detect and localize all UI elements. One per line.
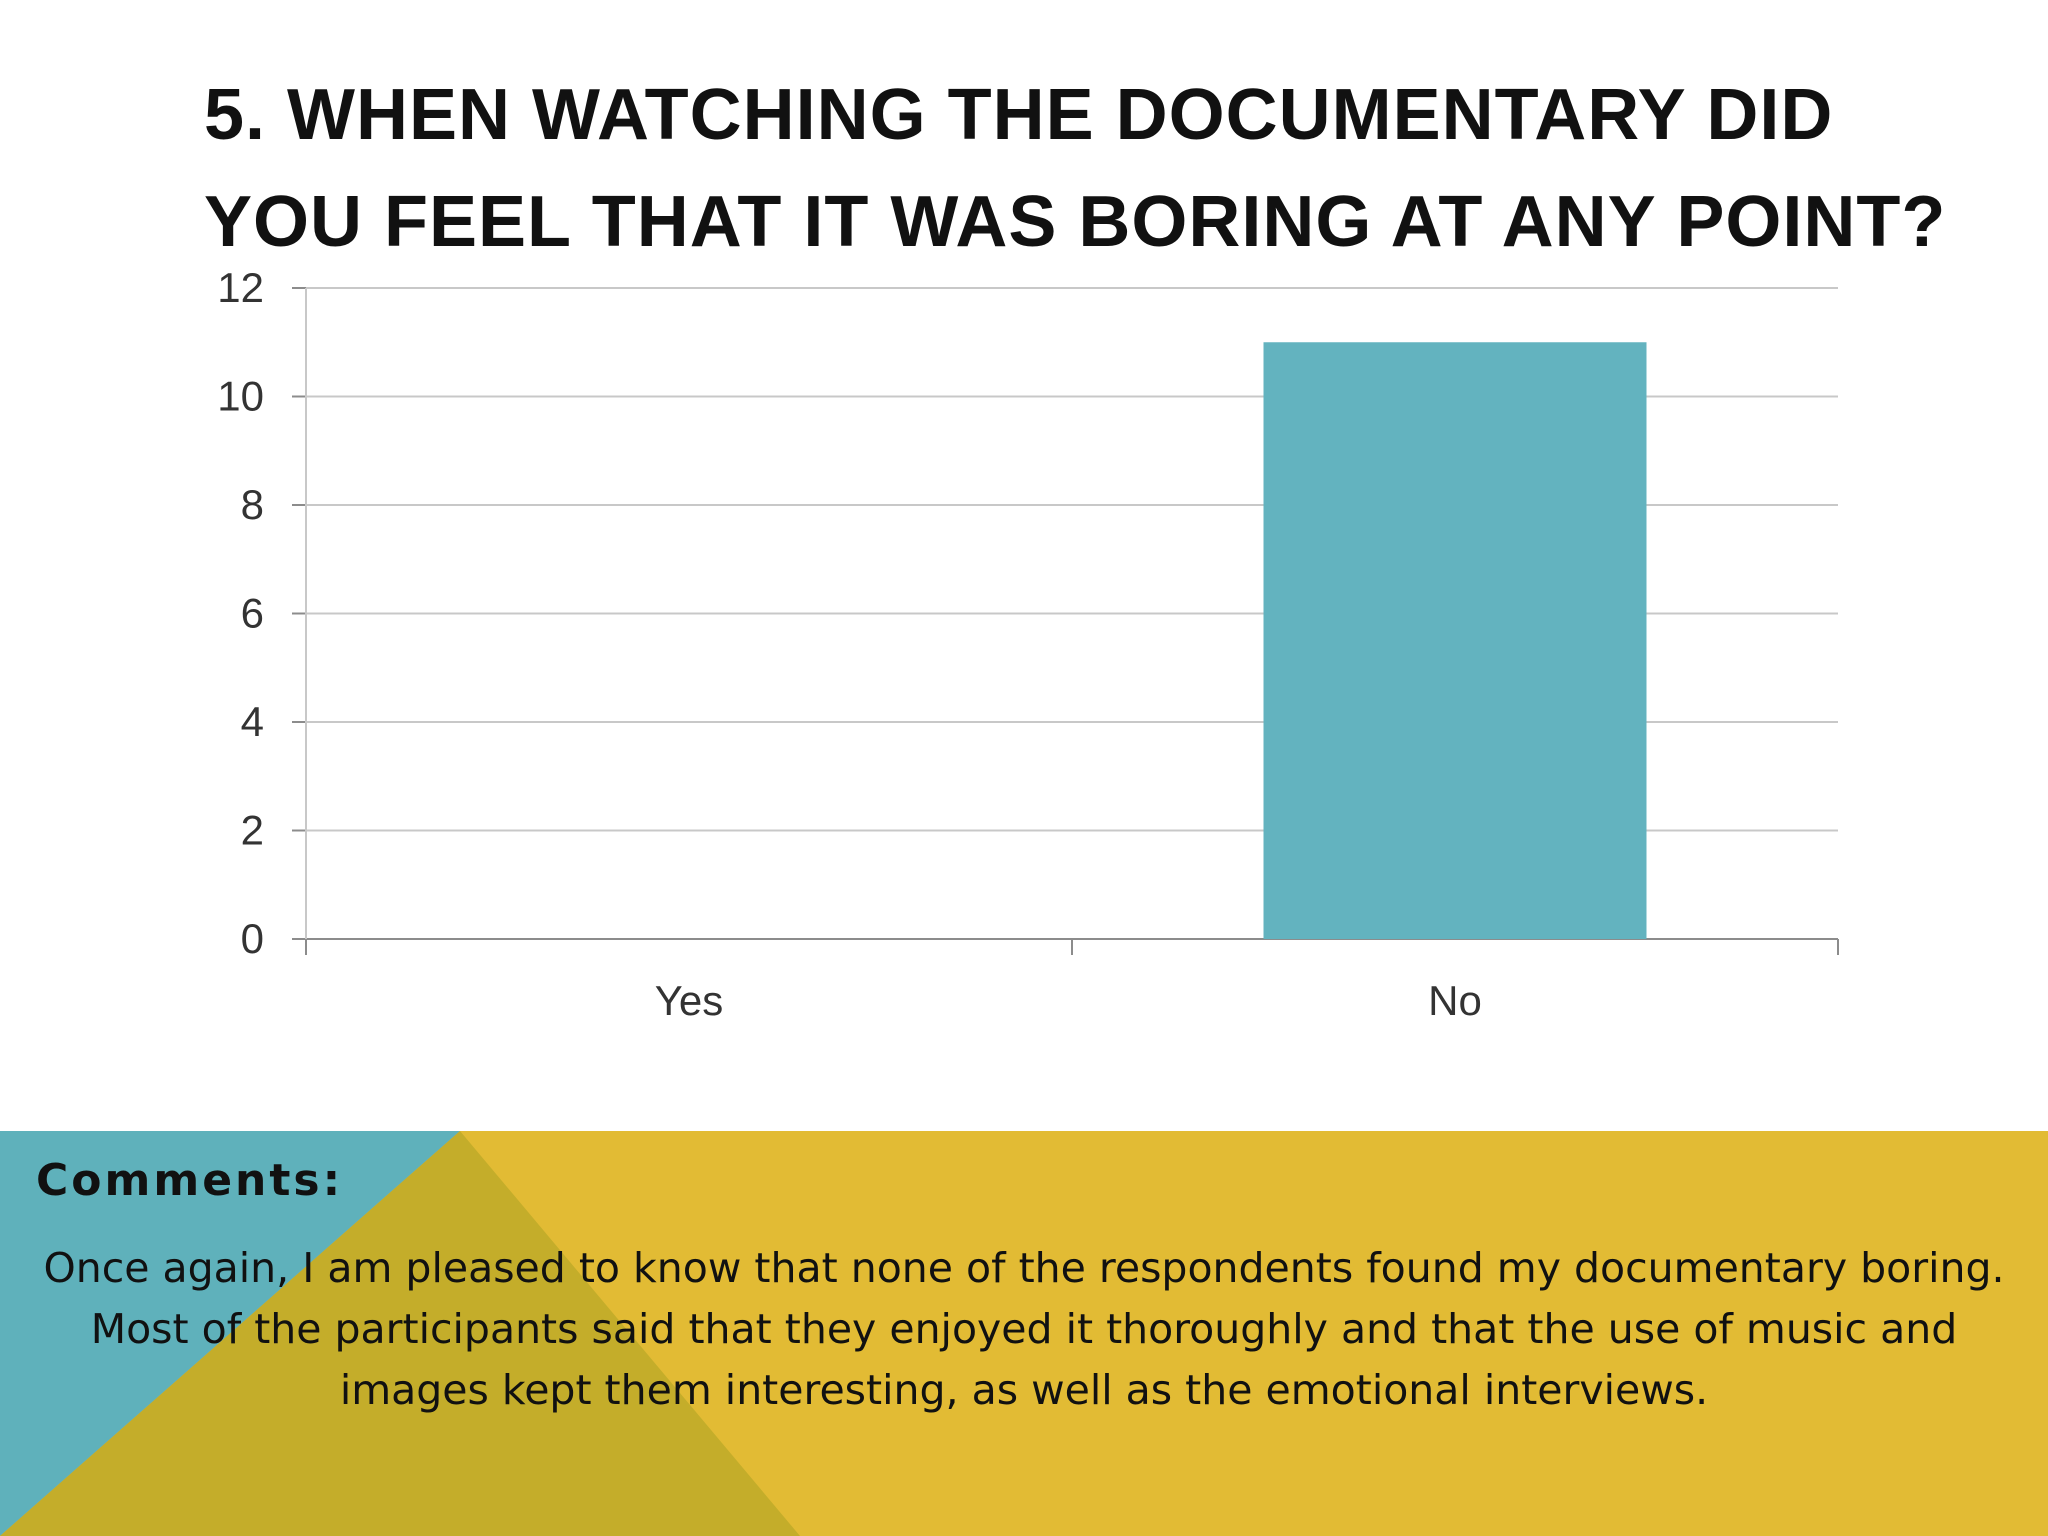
y-tick-label: 10: [217, 373, 264, 420]
comments-heading: Comments:: [36, 1155, 344, 1206]
category-label-no: No: [1428, 977, 1482, 1024]
comments-band: [0, 1131, 2048, 1536]
slide-title-line-2: YOU FEEL THAT IT WAS BORING AT ANY POINT…: [204, 182, 1947, 262]
bar-no: [1263, 342, 1647, 939]
y-tick-label: 4: [241, 698, 264, 745]
y-tick-label: 2: [241, 807, 264, 854]
y-tick-label: 12: [217, 264, 264, 311]
comments-text: Once again, I am pleased to know that no…: [43, 1244, 2005, 1414]
olive-band-shape: [0, 1131, 800, 1536]
bar-chart: 0 2 4 6 8 10 12 Yes No: [217, 264, 1839, 1024]
y-tick-label: 8: [241, 481, 264, 528]
y-tick-label: 0: [241, 915, 264, 962]
slide-title-line-1: 5. WHEN WATCHING THE DOCUMENTARY DID: [204, 75, 1834, 155]
slide-title: 5. WHEN WATCHING THE DOCUMENTARY DID YOU…: [204, 62, 1947, 276]
y-tick-label: 6: [241, 590, 264, 637]
category-label-yes: Yes: [655, 977, 724, 1024]
